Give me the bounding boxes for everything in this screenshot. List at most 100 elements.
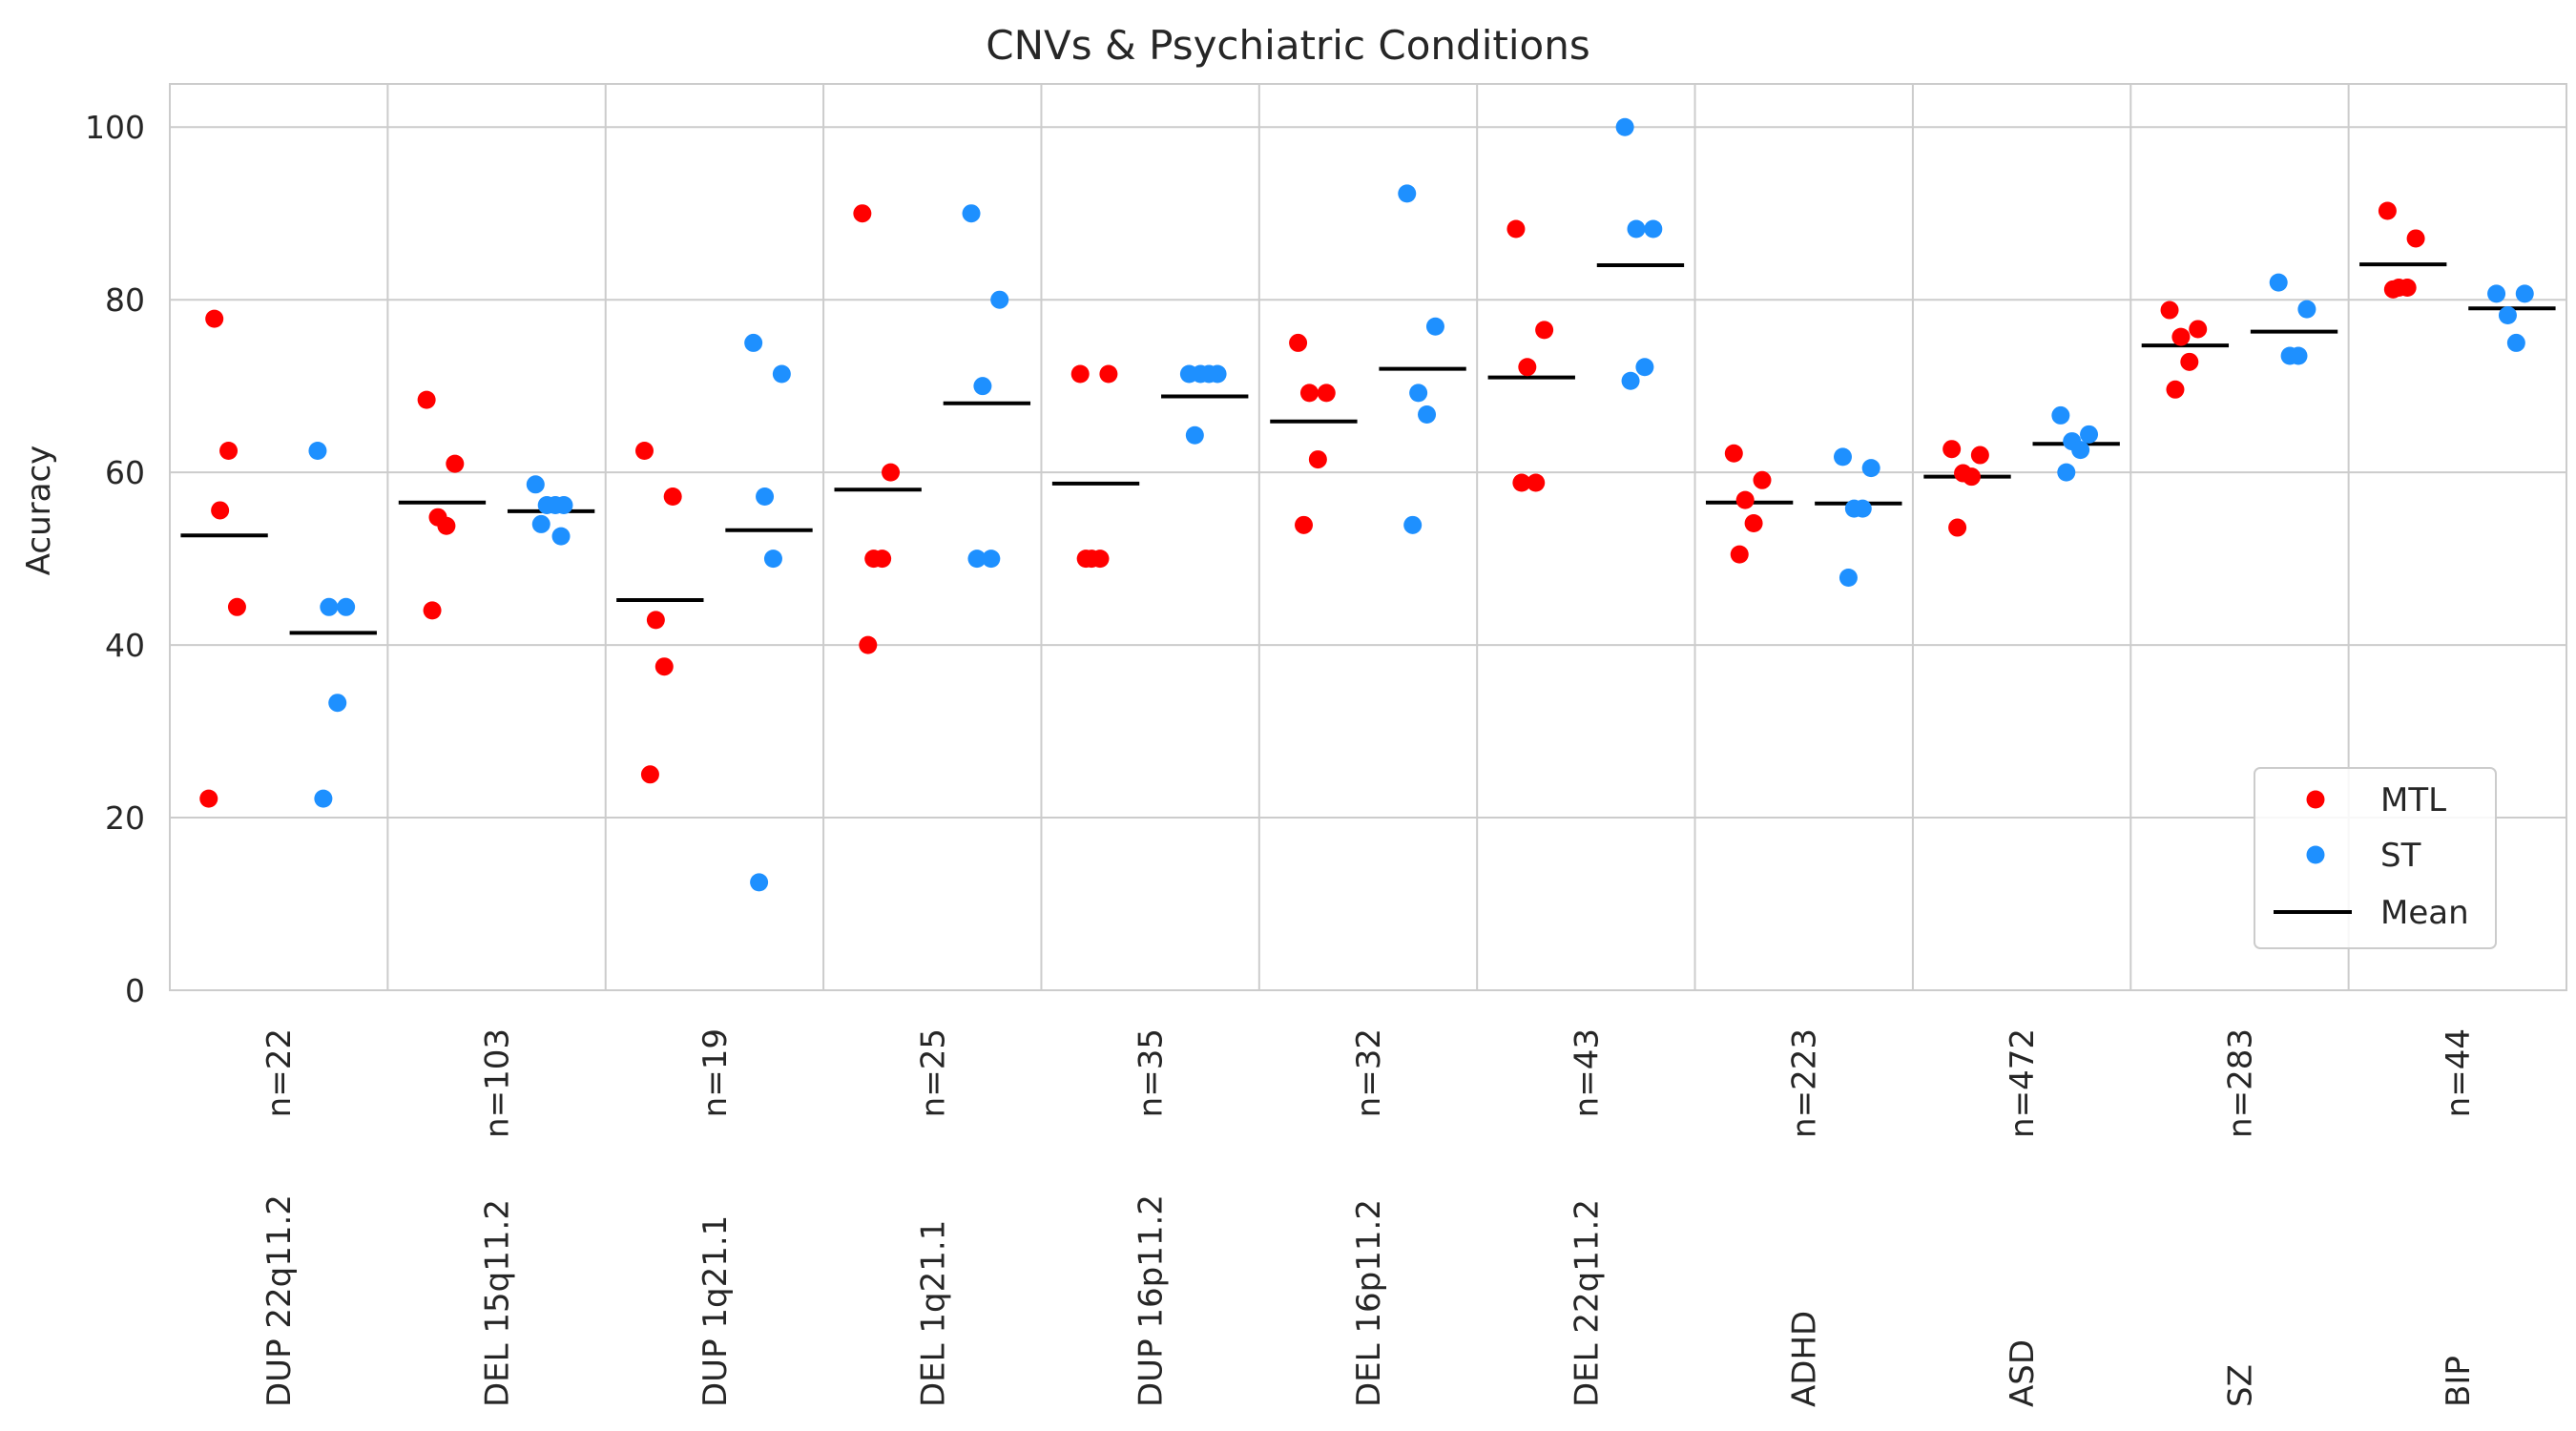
plot-frame: [169, 83, 2567, 991]
st-point: [744, 333, 763, 352]
st-point: [531, 514, 551, 533]
mtl-point: [1076, 550, 1095, 569]
x-tick-label: DUP 22q11.2: [260, 1194, 299, 1407]
y-axis-label: Acuracy: [20, 446, 58, 576]
mtl-point: [646, 611, 665, 630]
st-point: [1635, 358, 1654, 377]
mtl-point: [1735, 490, 1755, 509]
mtl-point: [1724, 444, 1743, 463]
grid-lines: [170, 84, 2566, 991]
x-tick-n-label: n=223: [1786, 1028, 1824, 1138]
st-point: [973, 377, 992, 396]
mtl-point: [205, 309, 224, 328]
st-point: [320, 597, 339, 616]
st-point: [2080, 425, 2099, 444]
mtl-point: [2180, 352, 2199, 371]
st-point: [1199, 364, 1218, 384]
mtl-point: [1948, 518, 1967, 537]
mtl-point: [882, 463, 901, 482]
st-point: [1853, 499, 1872, 518]
x-tick-n-label: n=44: [2440, 1028, 2478, 1117]
st-point: [1839, 569, 1858, 588]
st-point: [308, 442, 327, 461]
st-point: [2487, 284, 2506, 303]
x-tick-label: DUP 1q21.1: [696, 1215, 735, 1407]
x-tick-label: DEL 22q11.2: [1568, 1199, 1606, 1407]
st-point: [763, 550, 782, 569]
mtl-point: [1942, 440, 1962, 459]
st-point: [2515, 284, 2534, 303]
mtl-point: [1289, 333, 1308, 352]
x-tick-n-label: n=32: [1350, 1028, 1388, 1117]
mtl-point: [1099, 364, 1118, 384]
st-point: [772, 364, 791, 384]
x-tick-n-label: n=19: [696, 1028, 735, 1117]
mtl-point: [1535, 321, 1554, 340]
st-point: [526, 475, 545, 494]
y-axis: 0 20 40 60 80 100: [85, 109, 145, 1009]
chart-marks: [180, 117, 2556, 892]
y-tick-label: 20: [105, 799, 145, 837]
mtl-point: [2383, 280, 2402, 299]
mtl-point: [859, 635, 878, 654]
y-tick-label: 100: [85, 109, 145, 146]
st-point: [1403, 515, 1423, 534]
legend-marker: [2306, 790, 2325, 809]
x-tick-n-label: n=35: [1132, 1028, 1171, 1117]
mtl-point: [2171, 327, 2191, 346]
mtl-point: [446, 454, 465, 473]
mtl-point: [2378, 201, 2397, 220]
x-axis: n=22 DUP 22q11.2 n=103 DEL 15q11.2 n=19 DUP 1…: [260, 1028, 2478, 1407]
x-tick-label: DUP 16p11.2: [1132, 1194, 1171, 1407]
st-point: [982, 550, 1001, 569]
st-point: [314, 789, 333, 808]
x-tick-n-label: n=43: [1568, 1028, 1606, 1117]
st-point: [1861, 459, 1880, 478]
st-point: [2506, 333, 2525, 352]
mtl-point: [1070, 364, 1090, 384]
x-tick-label: BIP: [2440, 1356, 2478, 1407]
st-point: [756, 487, 775, 506]
st-point: [2057, 463, 2076, 482]
st-point: [2498, 305, 2517, 324]
mtl-point: [1962, 467, 1981, 487]
mtl-point: [640, 765, 659, 784]
mtl-point: [634, 442, 654, 461]
y-tick-label: 80: [105, 281, 145, 319]
mtl-point: [873, 550, 892, 569]
mtl-point: [663, 487, 682, 506]
mtl-point: [2398, 279, 2417, 298]
mtl-point: [1317, 384, 1336, 403]
st-point: [1398, 184, 1417, 203]
chart-title: CNVs & Psychiatric Conditions: [986, 22, 1589, 69]
mtl-point: [1970, 446, 1989, 465]
x-tick-n-label: n=25: [914, 1028, 952, 1117]
y-tick-label: 40: [105, 627, 145, 664]
mtl-point: [211, 501, 230, 520]
mtl-point: [1527, 473, 1546, 492]
mtl-point: [654, 657, 674, 676]
st-point: [1644, 219, 1663, 238]
mtl-point: [1506, 219, 1526, 238]
st-point: [328, 694, 347, 713]
st-point: [2071, 441, 2090, 460]
x-tick-label: DEL 1q21.1: [914, 1220, 952, 1407]
mtl-point: [1753, 470, 1772, 489]
legend-label: Mean: [2380, 894, 2469, 932]
st-point: [1185, 425, 1204, 445]
x-tick-label: ASD: [2004, 1339, 2042, 1407]
st-point: [1409, 384, 1428, 403]
x-tick-label: DEL 15q11.2: [479, 1199, 517, 1407]
st-point: [1418, 405, 1437, 425]
st-point: [750, 873, 769, 892]
legend-label: ST: [2380, 837, 2421, 875]
legend-box: [2254, 767, 2497, 949]
x-tick-n-label: n=283: [2221, 1028, 2259, 1138]
mtl-point: [1744, 514, 1763, 533]
mtl-point: [423, 601, 442, 620]
x-tick-label: DEL 16p11.2: [1350, 1199, 1388, 1407]
mtl-point: [1308, 450, 1327, 469]
st-point: [551, 527, 571, 546]
st-point: [1833, 447, 1852, 467]
st-point: [1425, 317, 1444, 336]
